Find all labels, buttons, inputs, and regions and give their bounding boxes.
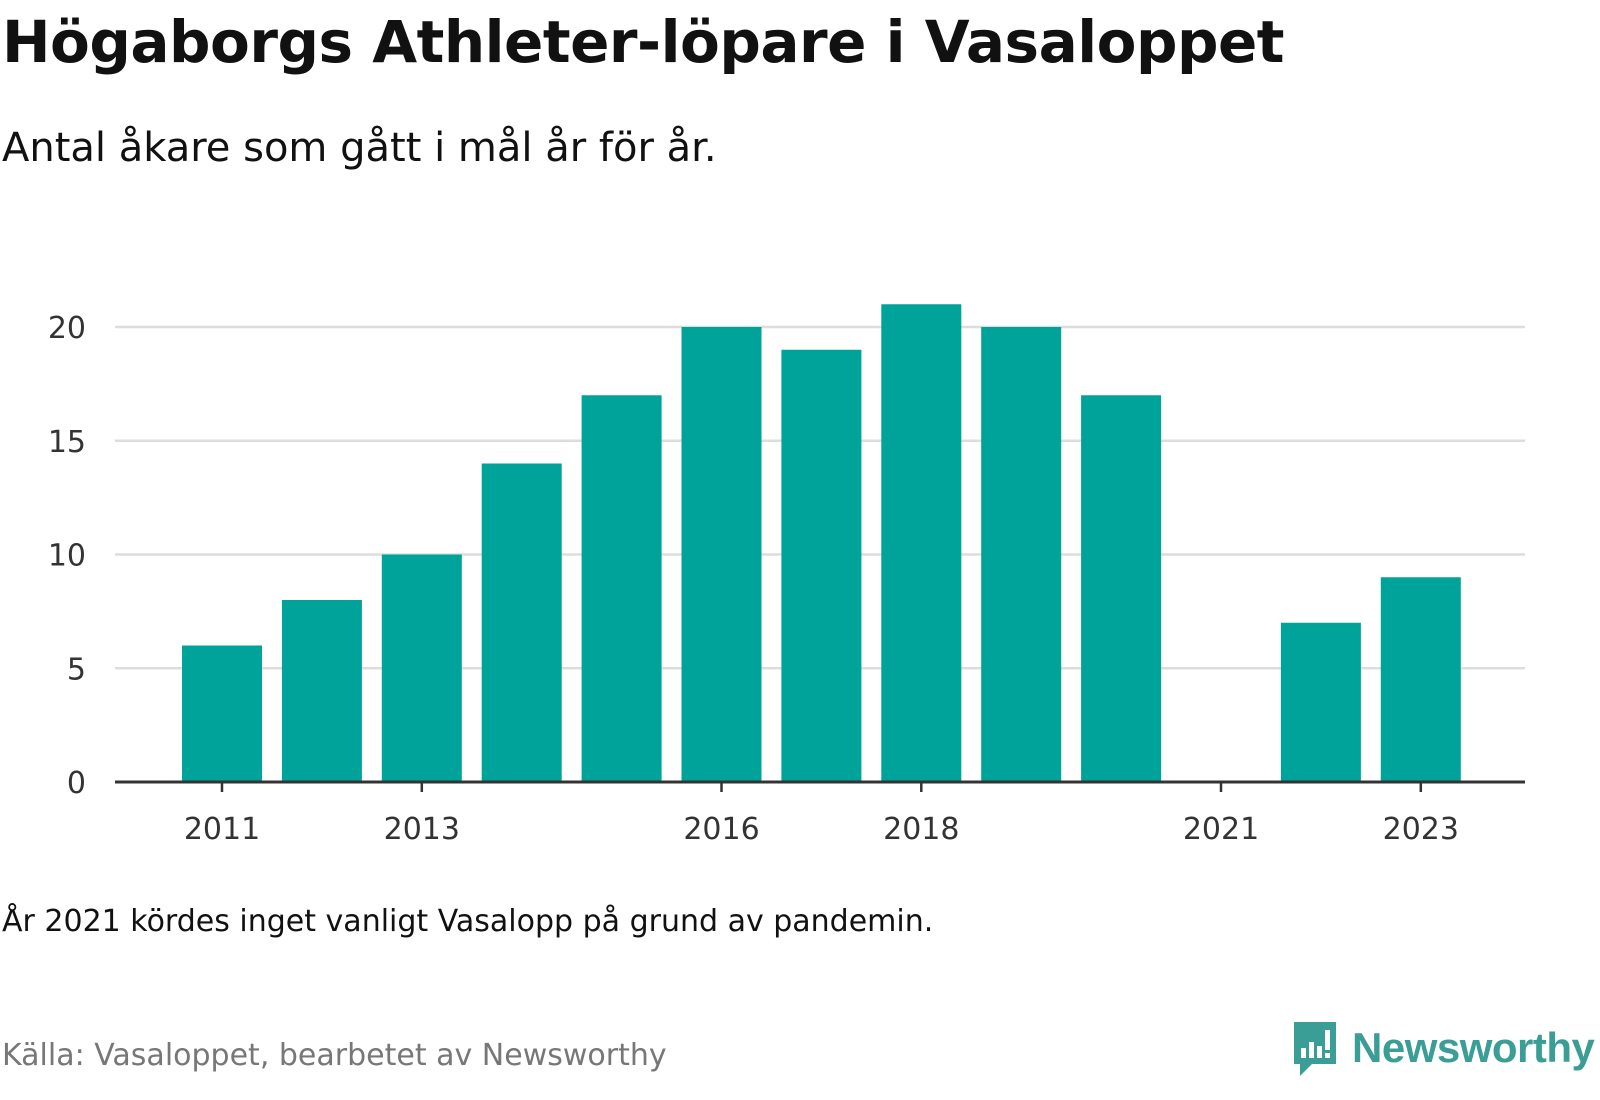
x-tick-label: 2023 bbox=[1383, 812, 1459, 847]
y-tick-label: 10 bbox=[48, 539, 86, 574]
bar-2011 bbox=[182, 645, 262, 782]
x-tick-label: 2018 bbox=[883, 812, 959, 847]
y-tick-label: 0 bbox=[67, 766, 86, 801]
bar-chart-logo-icon bbox=[1294, 1022, 1336, 1076]
bar-2014 bbox=[481, 463, 562, 782]
bars bbox=[182, 304, 1461, 782]
bar-2018 bbox=[881, 304, 962, 782]
brand-logo: Newsworthy bbox=[1290, 1018, 1595, 1078]
bar-2015 bbox=[581, 395, 662, 782]
y-tick-label: 20 bbox=[48, 311, 86, 346]
bar-2019 bbox=[981, 327, 1062, 782]
chart-subtitle: Antal åkare som gått i mål år för år. bbox=[2, 125, 717, 171]
bar-chart: 0 5 10 15 20 2011 2013 2016 2018 2021 2023 bbox=[48, 304, 1525, 847]
bar-2016 bbox=[681, 327, 762, 782]
y-tick-label: 5 bbox=[67, 652, 86, 687]
x-tick-label: 2016 bbox=[683, 812, 759, 847]
bar-2013 bbox=[381, 554, 462, 782]
y-tick-label: 15 bbox=[48, 425, 86, 460]
bar-2017 bbox=[781, 349, 862, 782]
brand-name: Newsworthy bbox=[1352, 1024, 1595, 1071]
chart-title: Högaborgs Athleter-löpare i Vasaloppet bbox=[2, 8, 1285, 76]
bar-2022 bbox=[1280, 622, 1361, 782]
source-credit: Källa: Vasaloppet, bearbetet av Newswort… bbox=[2, 1038, 667, 1073]
x-tick-label: 2011 bbox=[184, 812, 260, 847]
x-tick-label: 2021 bbox=[1183, 812, 1259, 847]
axes: 0 5 10 15 20 2011 2013 2016 2018 2021 2023 bbox=[48, 311, 1525, 847]
bar-2012 bbox=[281, 600, 362, 782]
bar-2020 bbox=[1081, 395, 1162, 782]
x-tick-label: 2013 bbox=[384, 812, 460, 847]
footnote: År 2021 kördes inget vanligt Vasalopp på… bbox=[2, 904, 934, 939]
bar-2023 bbox=[1380, 577, 1461, 782]
